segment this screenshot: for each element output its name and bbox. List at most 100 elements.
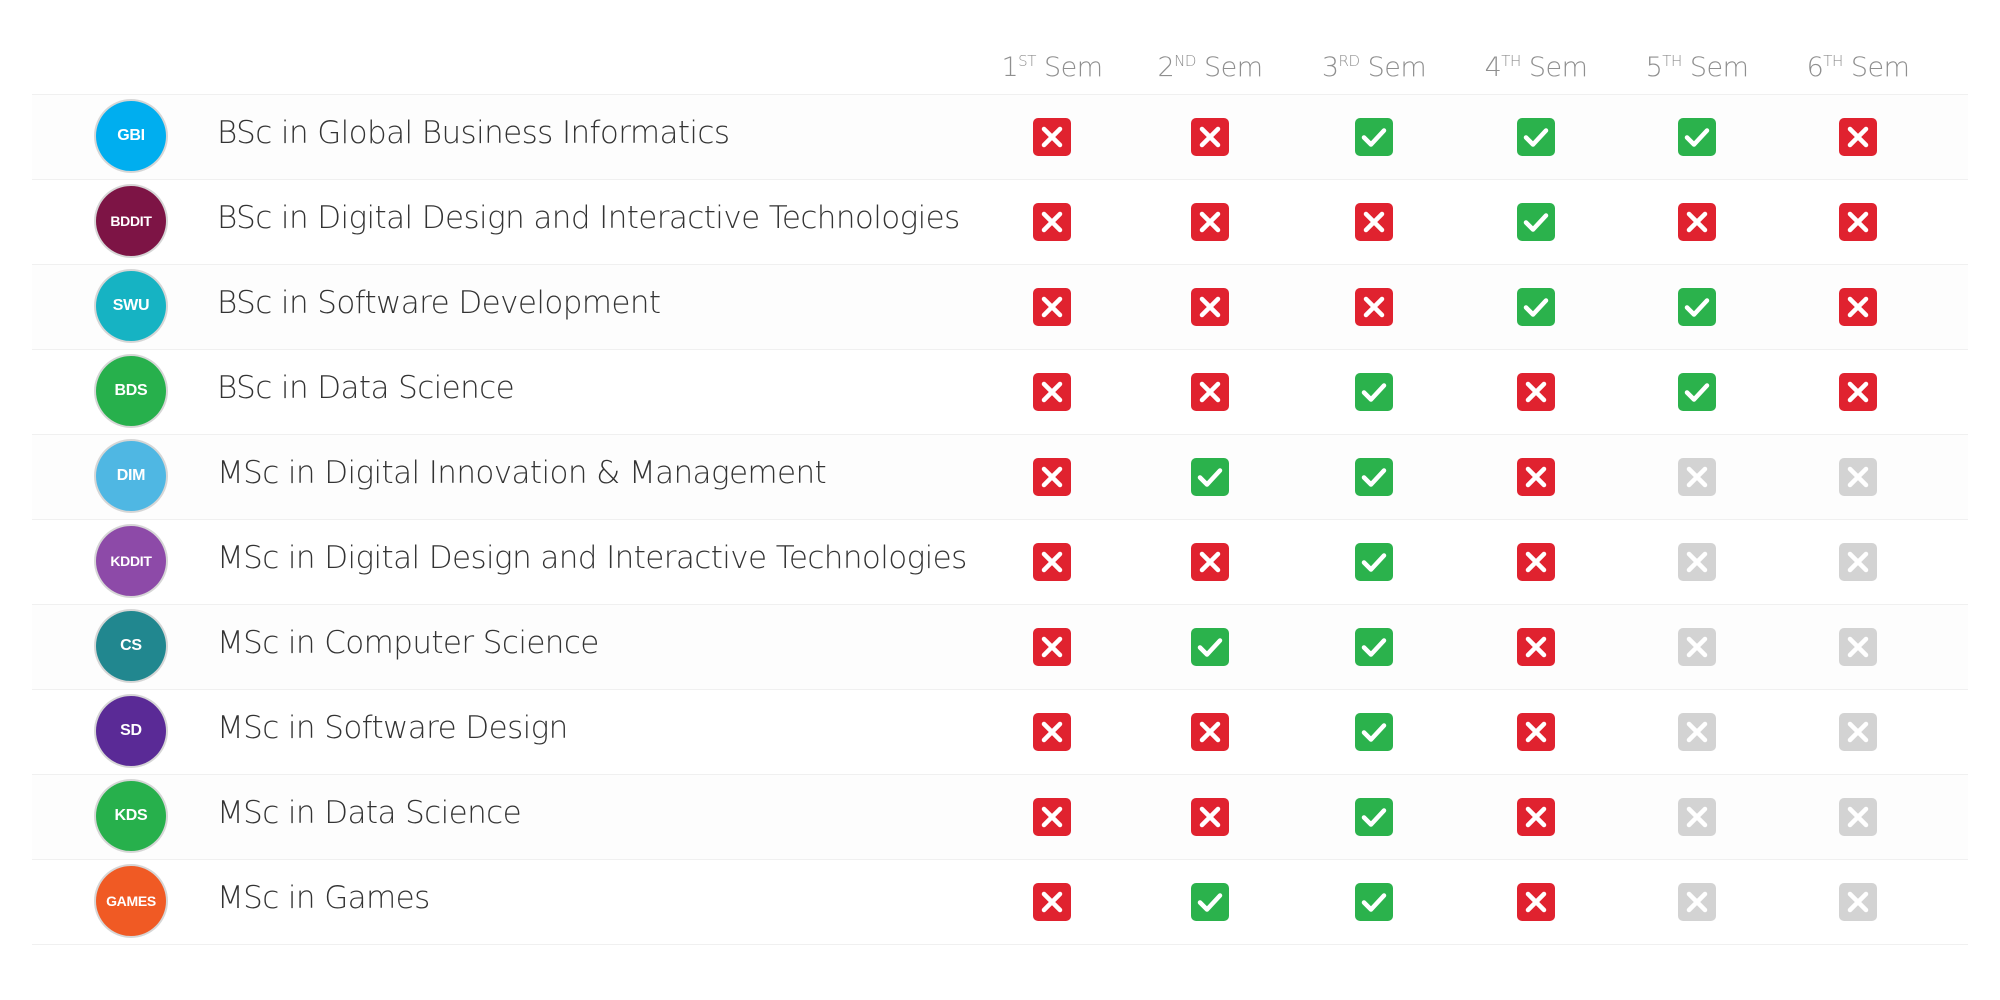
check-icon <box>1355 458 1393 496</box>
check-icon <box>1355 543 1393 581</box>
program-row: GBI BSc in Global Business Informatics <box>32 94 1968 179</box>
program-row: KDS MSc in Data Science <box>32 774 1968 859</box>
program-name: MSc in Data Science <box>217 795 522 831</box>
semester-ordinal-suffix: TH <box>1501 52 1521 70</box>
check-icon <box>1678 118 1716 156</box>
check-icon <box>1191 458 1229 496</box>
program-code-badge: CS <box>96 611 166 681</box>
program-name: BSc in Global Business Informatics <box>217 115 730 151</box>
program-name: BSc in Software Development <box>217 285 661 321</box>
program-row: BDDIT BSc in Digital Design and Interacti… <box>32 179 1968 264</box>
semester-number: 3 <box>1321 52 1339 83</box>
program-row: SWU BSc in Software Development <box>32 264 1968 349</box>
check-icon <box>1678 288 1716 326</box>
semester-label: Sem <box>1367 52 1427 83</box>
cross-icon <box>1839 373 1877 411</box>
semester-number: 2 <box>1157 52 1175 83</box>
semester-header-3: 3RD Sem <box>1294 52 1454 83</box>
program-code-badge: SD <box>96 696 166 766</box>
unavailable-cross-icon <box>1839 798 1877 836</box>
unavailable-cross-icon <box>1839 628 1877 666</box>
semester-label: Sem <box>1689 52 1749 83</box>
program-code-badge: KDS <box>96 781 166 851</box>
semester-ordinal-suffix: TH <box>1823 52 1843 70</box>
cross-icon <box>1191 118 1229 156</box>
program-name: BSc in Data Science <box>217 370 515 406</box>
semester-label: Sem <box>1528 52 1588 83</box>
cross-icon <box>1517 713 1555 751</box>
cross-icon <box>1033 713 1071 751</box>
cross-icon <box>1191 713 1229 751</box>
semester-header-2: 2ND Sem <box>1130 52 1290 83</box>
program-code-badge: SWU <box>96 271 166 341</box>
check-icon <box>1355 628 1393 666</box>
semester-label: Sem <box>1204 52 1263 83</box>
check-icon <box>1678 373 1716 411</box>
semester-label: Sem <box>1043 52 1103 83</box>
program-name: MSc in Digital Innovation & Management <box>217 455 827 491</box>
cross-icon <box>1033 118 1071 156</box>
semester-label: Sem <box>1850 52 1910 83</box>
semester-header-6: 6TH Sem <box>1778 52 1938 83</box>
cross-icon <box>1033 543 1071 581</box>
semester-ordinal-suffix: TH <box>1662 52 1682 70</box>
cross-icon <box>1033 883 1071 921</box>
unavailable-cross-icon <box>1678 628 1716 666</box>
cross-icon <box>1033 458 1071 496</box>
cross-icon <box>1191 203 1229 241</box>
cross-icon <box>1839 288 1877 326</box>
cross-icon <box>1033 373 1071 411</box>
cross-icon <box>1033 798 1071 836</box>
unavailable-cross-icon <box>1678 883 1716 921</box>
semester-number: 4 <box>1484 52 1502 83</box>
semester-ordinal-suffix: ST <box>1018 52 1036 70</box>
unavailable-cross-icon <box>1839 883 1877 921</box>
semester-number: 5 <box>1645 52 1663 83</box>
check-icon <box>1355 883 1393 921</box>
check-icon <box>1191 628 1229 666</box>
cross-icon <box>1355 203 1393 241</box>
cross-icon <box>1355 288 1393 326</box>
program-name: MSc in Software Design <box>217 710 568 746</box>
cross-icon <box>1033 628 1071 666</box>
semester-ordinal-suffix: ND <box>1174 52 1196 70</box>
unavailable-cross-icon <box>1678 798 1716 836</box>
program-row: GAMES MSc in Games <box>32 859 1968 945</box>
unavailable-cross-icon <box>1839 713 1877 751</box>
check-icon <box>1355 798 1393 836</box>
unavailable-cross-icon <box>1678 713 1716 751</box>
cross-icon <box>1191 373 1229 411</box>
program-name: BSc in Digital Design and Interactive Te… <box>217 200 960 236</box>
check-icon <box>1355 713 1393 751</box>
semester-ordinal-suffix: RD <box>1338 52 1360 70</box>
program-row: BDS BSc in Data Science <box>32 349 1968 434</box>
check-icon <box>1517 203 1555 241</box>
program-name: MSc in Computer Science <box>217 625 599 661</box>
unavailable-cross-icon <box>1839 458 1877 496</box>
program-semester-table: 1ST Sem 2ND Sem 3RD Sem 4TH Sem 5TH Sem 6TH S… <box>32 40 1968 945</box>
cross-icon <box>1517 543 1555 581</box>
program-row: CS MSc in Computer Science <box>32 604 1968 689</box>
cross-icon <box>1191 798 1229 836</box>
unavailable-cross-icon <box>1678 458 1716 496</box>
cross-icon <box>1517 883 1555 921</box>
program-code-badge: DIM <box>96 441 166 511</box>
semester-header-row: 1ST Sem 2ND Sem 3RD Sem 4TH Sem 5TH Sem 6TH S… <box>32 40 1968 94</box>
program-code-badge: GAMES <box>96 866 166 936</box>
check-icon <box>1517 288 1555 326</box>
cross-icon <box>1033 288 1071 326</box>
cross-icon <box>1517 628 1555 666</box>
unavailable-cross-icon <box>1839 543 1877 581</box>
check-icon <box>1191 883 1229 921</box>
semester-header-1: 1ST Sem <box>972 52 1132 83</box>
check-icon <box>1517 118 1555 156</box>
program-row: DIM MSc in Digital Innovation & Managemen… <box>32 434 1968 519</box>
cross-icon <box>1191 543 1229 581</box>
program-code-badge: GBI <box>96 101 166 171</box>
cross-icon <box>1839 118 1877 156</box>
semester-number: 1 <box>1001 52 1019 83</box>
check-icon <box>1355 118 1393 156</box>
unavailable-cross-icon <box>1678 543 1716 581</box>
program-rows: GBI BSc in Global Business Informatics BDD… <box>32 94 1968 945</box>
semester-number: 6 <box>1806 52 1824 83</box>
